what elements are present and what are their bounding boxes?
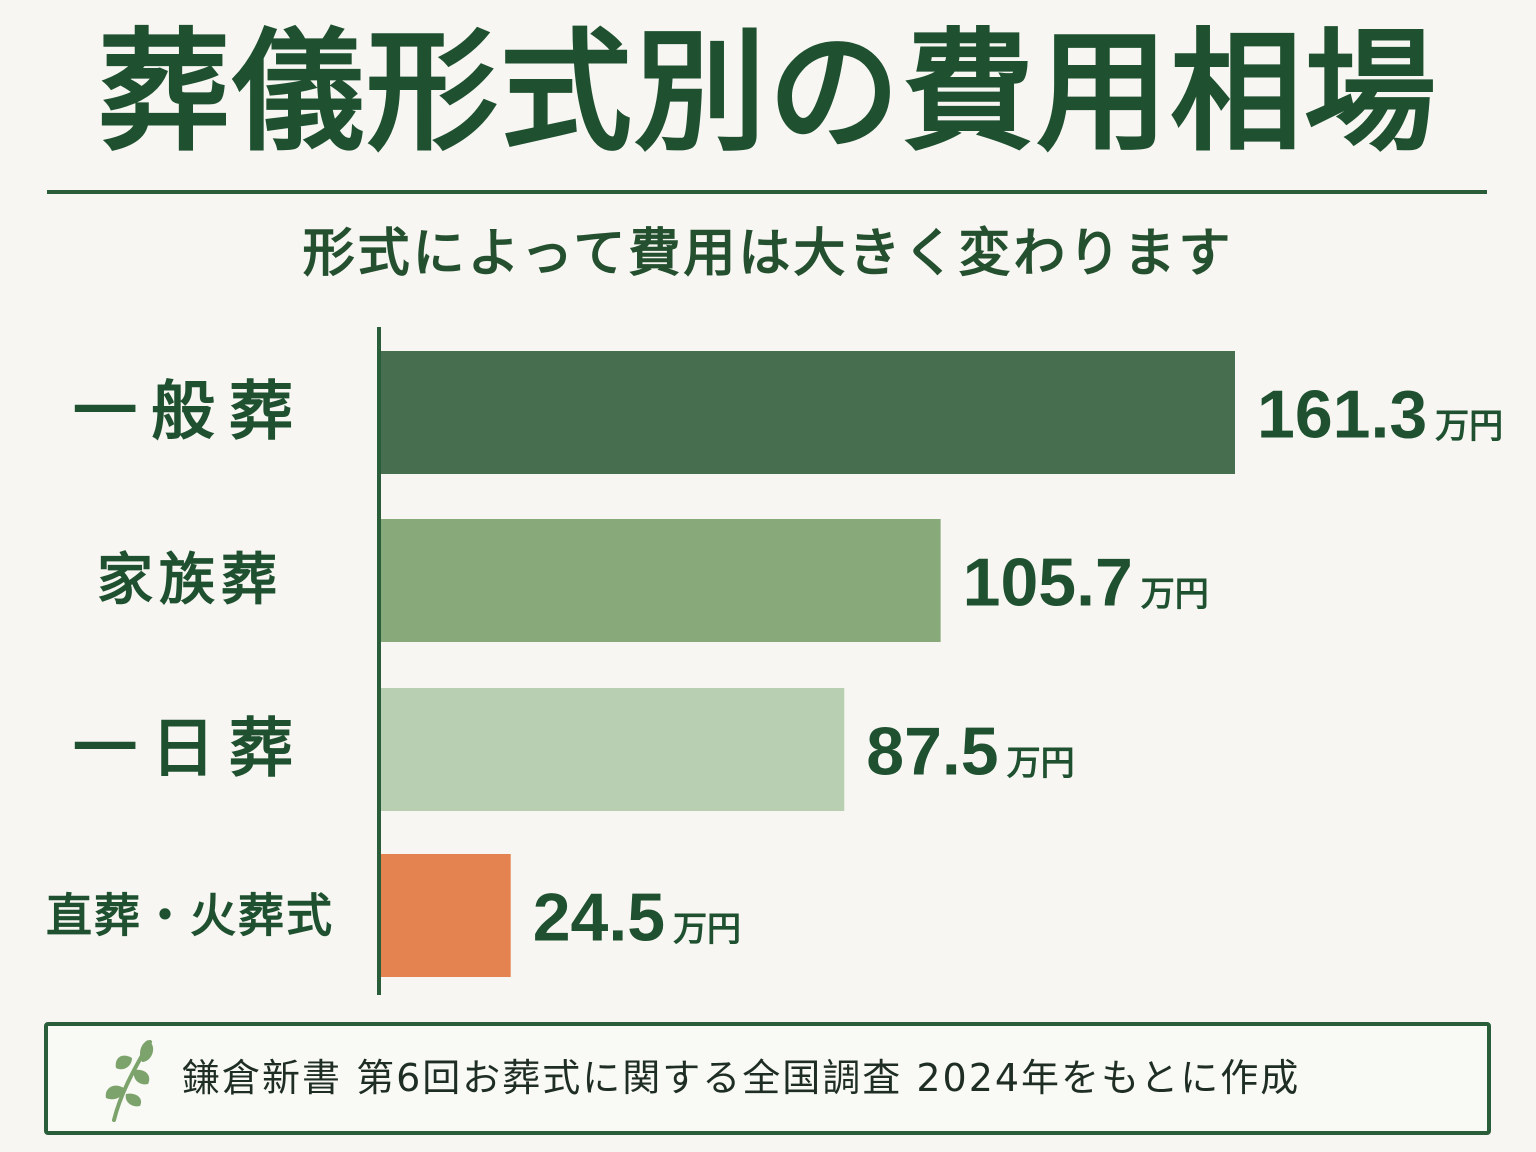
value-label-3: 87.5 万円 xyxy=(866,714,1074,790)
value-unit-2: 万円 xyxy=(1141,575,1209,615)
value-number-4: 24.5 xyxy=(533,880,665,956)
value-unit-3: 万円 xyxy=(1007,744,1075,784)
category-label-3: 一日葬 xyxy=(73,713,307,787)
bar-2 xyxy=(381,519,941,642)
chart-subtitle: 形式によって費用は大きく変わります xyxy=(302,224,1234,284)
bar-1 xyxy=(381,351,1235,474)
leaf-icon xyxy=(105,1040,154,1122)
value-unit-1: 万円 xyxy=(1435,407,1503,447)
category-label-4: 直葬・火葬式 xyxy=(46,889,334,943)
value-label-1: 161.3 万円 xyxy=(1257,377,1503,453)
source-box: 鎌倉新書 第6回お葬式に関する全国調査 2024年をもとに作成 xyxy=(44,1022,1491,1135)
value-label-4: 24.5 万円 xyxy=(533,880,741,956)
chart-title: 葬儀形式別の費用相場 xyxy=(98,16,1438,170)
value-number-2: 105.7 xyxy=(963,545,1133,621)
value-unit-4: 万円 xyxy=(673,910,741,950)
bar-4 xyxy=(381,854,511,977)
source-note: 鎌倉新書 第6回お葬式に関する全国調査 2024年をもとに作成 xyxy=(182,1056,1301,1100)
title-divider xyxy=(47,190,1487,194)
category-label-1: 一般葬 xyxy=(73,376,307,450)
category-label-2: 家族葬 xyxy=(97,548,283,613)
value-number-1: 161.3 xyxy=(1257,377,1427,453)
bar-3 xyxy=(381,688,845,811)
value-label-2: 105.7 万円 xyxy=(963,545,1209,621)
value-number-3: 87.5 xyxy=(866,714,998,790)
